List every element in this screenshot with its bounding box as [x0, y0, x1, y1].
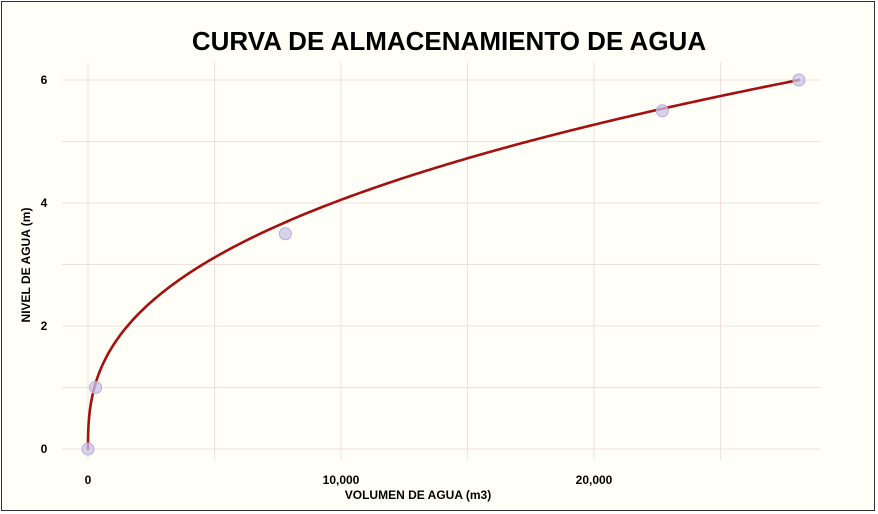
- x-tick-label: 10,000: [323, 473, 360, 487]
- y-tick-label: 0: [41, 442, 48, 456]
- marker-layer: [81, 73, 806, 456]
- chart-title: CURVA DE ALMACENAMIENTO DE AGUA: [192, 26, 706, 56]
- y-tick-label: 4: [41, 196, 48, 210]
- data-point: [81, 442, 95, 456]
- data-point: [89, 381, 103, 394]
- data-point: [792, 73, 806, 87]
- series-line: [86, 78, 801, 451]
- x-tick-label: 20,000: [576, 473, 613, 487]
- y-tick-label: 2: [41, 319, 48, 333]
- y-tick-label: 6: [41, 73, 48, 87]
- tick-layer: 0 10,000 20,000 0 2 4 6: [41, 73, 613, 487]
- y-axis-label: NIVEL DE AGUA (m): [19, 208, 33, 323]
- x-axis-label: VOLUMEN DE AGUA (m3): [345, 488, 491, 502]
- curve-layer: [86, 78, 801, 451]
- data-point: [655, 104, 669, 118]
- grid-layer: [62, 62, 820, 460]
- x-tick-label: 0: [85, 473, 92, 487]
- data-point: [278, 227, 292, 241]
